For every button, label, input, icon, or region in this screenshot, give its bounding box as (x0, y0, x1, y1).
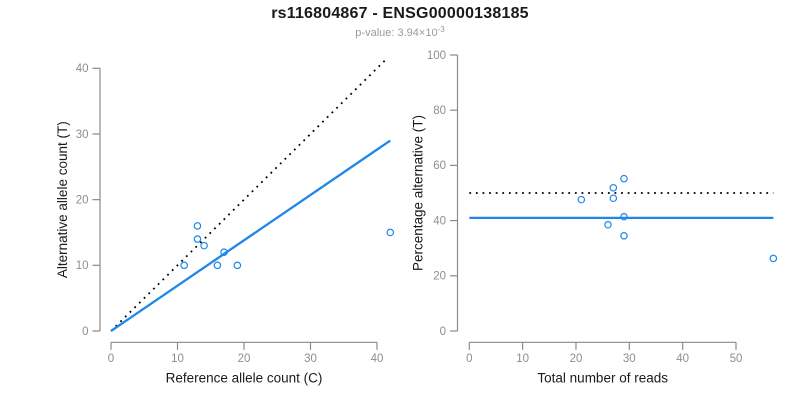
data-point (233, 261, 242, 270)
x-tick-label: 0 (108, 353, 114, 365)
data-point (620, 212, 628, 221)
fit-line (110, 139, 391, 332)
pvalue-text: p-value: 3.94×10 (355, 27, 438, 39)
x-tick-label: 40 (676, 353, 689, 365)
data-point (609, 183, 618, 192)
y-tick-label: 20 (433, 271, 446, 283)
x-axis-title: Total number of reads (537, 371, 668, 386)
y-tick-label: 60 (433, 160, 446, 172)
x-tick-label: 10 (171, 353, 184, 365)
x-tick-label: 20 (238, 353, 251, 365)
y-axis-title: Alternative allele count (T) (55, 121, 70, 278)
plot-subtitle: p-value: 3.94×10-3 (0, 25, 800, 39)
y-tick-label: 0 (82, 326, 88, 338)
data-point (609, 194, 618, 203)
data-point (213, 261, 222, 270)
y-axis-title: Percentage alternative (T) (411, 115, 426, 271)
x-tick-label: 20 (570, 353, 583, 365)
data-point (220, 248, 228, 256)
y-tick-label: 20 (76, 194, 89, 206)
y-tick-label: 80 (433, 105, 446, 117)
x-tick-label: 30 (623, 353, 636, 365)
x-tick-label: 10 (516, 353, 529, 365)
right-plot: 0 20 40 60 80 100 0 10 20 30 40 50 Total number of r… (411, 50, 778, 386)
left-plot: 0 10 20 30 40 0 10 20 30 40 Reference allele count… (55, 57, 395, 386)
plot-title: rs116804867 - ENSG00000138185 (271, 5, 529, 22)
data-point (620, 174, 628, 183)
data-point (769, 254, 778, 263)
data-point (620, 231, 628, 240)
pvalue-exponent: -3 (437, 25, 445, 34)
data-point (577, 195, 586, 204)
data-point (180, 261, 188, 270)
data-point (193, 222, 202, 230)
x-tick-label: 0 (466, 353, 472, 365)
data-point (386, 228, 395, 237)
y-tick-label: 100 (427, 50, 446, 62)
data-point (200, 241, 208, 250)
x-tick-label: 40 (371, 353, 384, 365)
y-tick-label: 30 (76, 129, 89, 141)
data-point (604, 220, 612, 229)
y-tick-label: 0 (440, 326, 446, 338)
y-tick-label: 10 (76, 260, 89, 272)
x-tick-label: 50 (730, 353, 743, 365)
x-axis-title: Reference allele count (C) (166, 371, 323, 386)
data-point (193, 235, 202, 243)
x-tick-label: 30 (304, 353, 317, 365)
y-tick-label: 40 (76, 63, 89, 75)
identity-line (110, 57, 389, 332)
y-tick-label: 40 (433, 215, 446, 227)
